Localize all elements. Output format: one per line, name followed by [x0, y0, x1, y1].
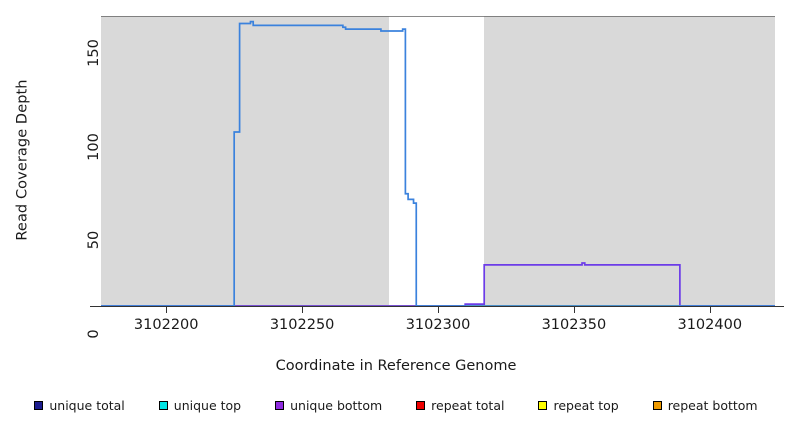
trace-unique-bottom [101, 262, 775, 307]
legend-item-label: repeat top [553, 398, 619, 413]
legend-item[interactable]: repeat bottom [652, 398, 758, 413]
trace-unique-total [101, 20, 775, 307]
square-swatch-icon [275, 401, 285, 410]
x-tick-label: 3102400 [677, 317, 743, 333]
x-tick-mark [709, 306, 711, 313]
square-swatch-icon [416, 401, 426, 410]
x-tick-mark [166, 306, 168, 313]
legend-item[interactable]: unique top [158, 398, 242, 413]
x-tick-label: 3102200 [133, 317, 199, 333]
x-axis-line [90, 306, 784, 307]
x-tick-label: 3102350 [541, 317, 607, 333]
y-tick-label: 50 [86, 231, 102, 250]
x-tick-label: 3102300 [405, 317, 471, 333]
square-swatch-icon [158, 401, 168, 410]
legend-item-label: unique top [173, 398, 242, 413]
legend-item-label: unique bottom [290, 398, 383, 413]
y-axis-title: Read Coverage Depth [0, 0, 46, 320]
legend-item[interactable]: repeat total [416, 398, 504, 413]
legend-item[interactable]: repeat top [538, 398, 619, 413]
shaded-region [101, 16, 390, 307]
square-swatch-icon [34, 401, 44, 410]
legend-item[interactable]: unique total [34, 398, 125, 413]
plot-area [101, 16, 775, 307]
y-axis-title-text: Read Coverage Depth [15, 79, 31, 241]
x-axis-title-text: Coordinate in Reference Genome [275, 358, 517, 374]
x-axis-ticks: 3102200 3102250 3102300 3102350 3102400 [0, 306, 792, 346]
legend-item-label: repeat bottom [667, 398, 758, 413]
trace-layer [101, 20, 775, 307]
square-swatch-icon [652, 401, 662, 410]
y-tick-label: 100 [86, 133, 102, 161]
x-tick-label: 3102250 [269, 317, 335, 333]
y-tick-label: 0 [86, 329, 102, 339]
square-swatch-icon [538, 401, 548, 410]
plot-top-border [101, 16, 775, 17]
legend-item[interactable]: unique bottom [275, 398, 382, 413]
shaded-region [484, 16, 775, 307]
y-tick-label: 150 [86, 39, 102, 68]
x-axis-title: Coordinate in Reference Genome [0, 358, 792, 374]
x-tick-mark [573, 306, 575, 313]
chart-legend: unique total unique top unique bottom repea… [0, 398, 792, 413]
x-tick-mark [302, 306, 304, 313]
legend-item-label: repeat total [431, 398, 505, 413]
x-tick-mark [438, 306, 439, 313]
legend-item-label: unique total [49, 398, 125, 413]
